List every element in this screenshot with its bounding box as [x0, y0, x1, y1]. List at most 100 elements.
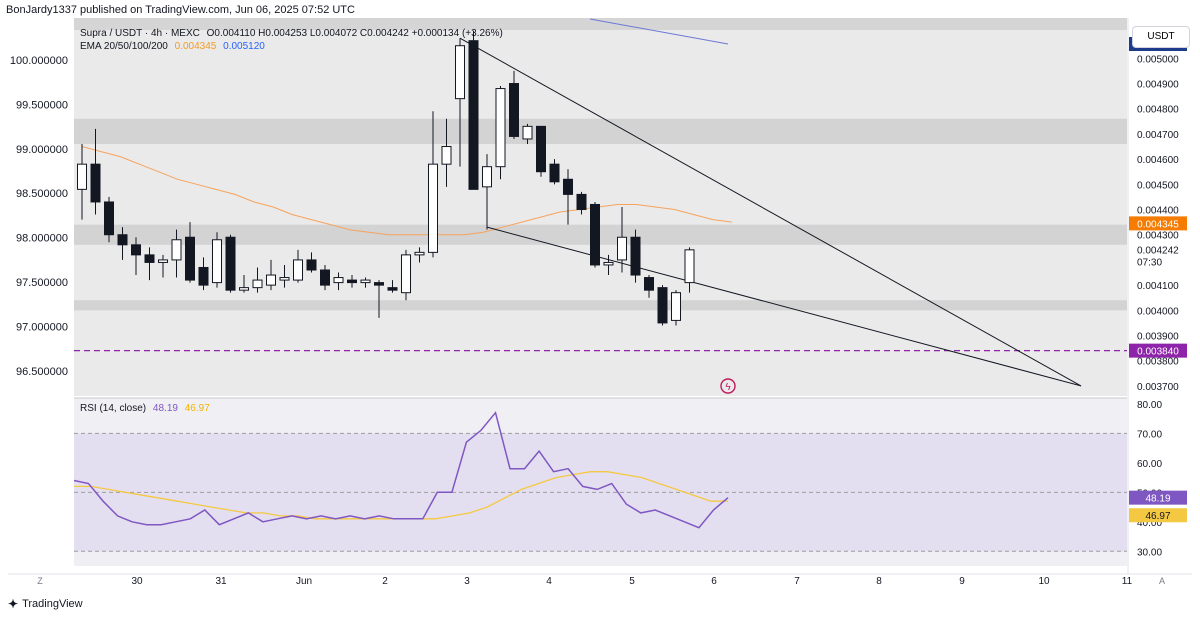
candle-down — [347, 279, 357, 284]
candle-up — [239, 287, 249, 291]
candle-down — [468, 40, 479, 190]
left-axis-tick: 97.000000 — [16, 321, 68, 333]
price-label-ema-bg — [1129, 216, 1187, 231]
rsi-label-ma: 46.97 — [1145, 511, 1170, 522]
right-axis-tick: 0.004400 — [1137, 206, 1179, 217]
candle-up — [293, 259, 303, 281]
left-axis-tick: 97.500000 — [16, 277, 68, 289]
x-axis-tick: 5 — [629, 576, 635, 587]
candle-down — [374, 282, 384, 286]
price-label-ema: 0.004345 — [1137, 219, 1179, 230]
right-axis-tick: 0.003900 — [1137, 332, 1179, 343]
candle-up — [455, 45, 465, 100]
ema-blue-line — [589, 18, 729, 45]
left-axis-tick: 96.500000 — [16, 366, 68, 378]
candle-up — [495, 88, 506, 168]
candle-down — [630, 236, 641, 276]
rsi-axis-tick: 80.00 — [1137, 400, 1162, 411]
right-axis-tick: 0.004600 — [1137, 155, 1179, 166]
candle-up — [266, 274, 276, 286]
right-axis-tick: 0.004100 — [1137, 281, 1179, 292]
candle-up — [360, 279, 371, 284]
x-axis-tick: 8 — [876, 576, 882, 587]
candle-down — [563, 178, 573, 195]
x-axis-tick: 9 — [959, 576, 965, 587]
x-axis-tick: 3 — [464, 576, 470, 587]
candle-up — [617, 236, 627, 261]
x-axis-tick: Jun — [296, 576, 312, 587]
candle-down — [131, 244, 141, 256]
candle-down — [536, 125, 546, 173]
rsi-axis-tick: 30.00 — [1137, 547, 1162, 558]
zone-0 — [74, 118, 1127, 144]
right-axis-tick: 0.004800 — [1137, 105, 1179, 116]
price-label-support: 0.003840 — [1137, 347, 1179, 358]
candle-up — [212, 239, 222, 284]
candle-up — [441, 146, 452, 165]
candle-up — [428, 163, 438, 253]
legend-ohlc: O0.004110 H0.004253 L0.004072 C0.004242 … — [206, 28, 503, 39]
price-label-support-bg — [1129, 343, 1187, 358]
legend-rsi-row: RSI (14, close) 48.19 46.97 — [80, 403, 214, 414]
currency-selector[interactable]: USDT — [1132, 26, 1190, 48]
zone-1 — [74, 224, 1127, 245]
candle-up — [684, 249, 695, 284]
x-axis-tick: 2 — [382, 576, 388, 587]
candle-up — [333, 277, 344, 284]
x-axis-tick: 4 — [546, 576, 552, 587]
legend-rsi-label[interactable]: RSI (14, close) — [80, 403, 147, 414]
legend-symbol[interactable]: Supra / USDT · 4h · MEXC — [80, 28, 200, 39]
candle-down — [590, 203, 600, 266]
right-axis-tick: 0.003700 — [1137, 382, 1179, 393]
zone-2 — [74, 300, 1127, 311]
alert-icon — [720, 378, 736, 394]
right-axis-tick: 0.003800 — [1137, 357, 1179, 368]
right-axis-tick: 0.004500 — [1137, 180, 1179, 191]
candle-up — [522, 125, 533, 140]
candle-down — [90, 163, 101, 203]
candle-down — [657, 287, 668, 324]
candle-down — [320, 269, 330, 286]
rsi-label-value-bg — [1129, 490, 1187, 505]
candle-up — [171, 239, 182, 261]
ema-orange-line — [81, 146, 733, 236]
candle-down — [576, 193, 587, 211]
left-axis-tick: 100.000000 — [10, 55, 68, 67]
tradingview-logo-icon: ✦ — [8, 597, 19, 611]
rsi-line — [73, 411, 729, 529]
candle-down — [509, 83, 519, 137]
candle-down — [198, 266, 209, 286]
candle-up — [401, 254, 411, 294]
right-axis-tick: 0.004000 — [1137, 306, 1179, 317]
legend-ema2: 0.005120 — [223, 41, 265, 52]
candle-up — [603, 261, 614, 266]
candle-up — [252, 279, 263, 289]
left-axis-tick: 98.500000 — [16, 188, 68, 200]
brand-name: TradingView — [22, 598, 83, 610]
legend-ema-label[interactable]: EMA 20/50/100/200 — [80, 41, 168, 52]
top-zone — [74, 18, 1127, 30]
candle-down — [225, 236, 236, 291]
candle-up — [414, 251, 425, 256]
candle-down — [306, 259, 317, 271]
x-axis-tick: 31 — [215, 576, 227, 587]
x-axis-tick: 7 — [794, 576, 800, 587]
candle-down — [104, 201, 114, 236]
candle-down — [644, 277, 654, 291]
footer-brand: ✦ TradingView — [8, 597, 83, 611]
rsi-axis-tick: 60.00 — [1137, 459, 1162, 470]
legend-rsi-value: 48.19 — [152, 403, 178, 414]
candle-down — [387, 287, 398, 291]
left-axis-tick: 98.000000 — [16, 233, 68, 245]
right-axis-tick: 0.004700 — [1137, 130, 1179, 141]
right-axis-tick: 0.004900 — [1137, 80, 1179, 91]
candle-down — [144, 254, 155, 263]
rsi-axis-tick: 40.00 — [1137, 518, 1162, 529]
candle-down — [185, 236, 195, 281]
x-axis-z: Z — [37, 576, 43, 586]
rsi-label-ma-bg — [1129, 508, 1187, 523]
wedge-upper-line — [459, 37, 1082, 387]
right-axis-tick: 0.005000 — [1137, 54, 1179, 65]
x-axis-a: A — [1159, 576, 1165, 586]
